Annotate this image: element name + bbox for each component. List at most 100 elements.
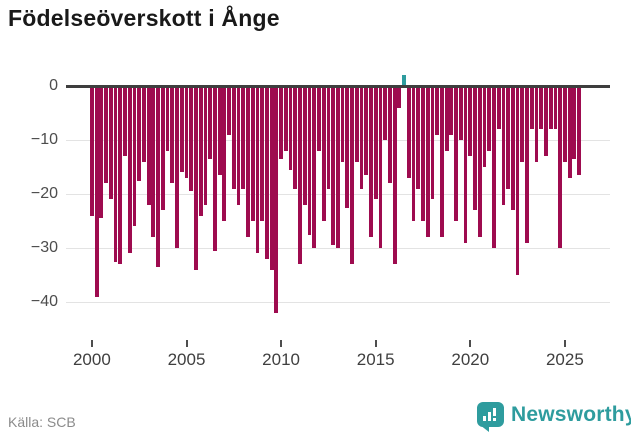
bar-negative [127, 86, 132, 254]
bar-negative [288, 86, 293, 170]
y-axis-tick-label: −40 [30, 293, 58, 310]
bar-negative [435, 86, 440, 135]
x-axis-tick [90, 340, 93, 347]
x-axis-tick [280, 340, 283, 347]
bar-negative [227, 86, 231, 135]
bar-negative [160, 86, 165, 211]
bar-negative [397, 86, 402, 108]
bar-negative [387, 86, 392, 184]
newsworthy-wordmark: Newsworthy [511, 402, 631, 426]
bar-negative [312, 86, 317, 248]
bar-negative [577, 86, 581, 176]
zero-baseline [66, 84, 610, 88]
x-axis-tick-label: 2025 [545, 350, 584, 369]
bar-negative [113, 86, 118, 262]
bar-negative [198, 86, 203, 216]
y-axis-tick-label: −20 [30, 185, 58, 202]
bar-negative [567, 86, 572, 178]
bar-negative [137, 86, 142, 181]
bar-negative [477, 86, 482, 238]
bar-negative [416, 86, 421, 189]
bar-negative [260, 86, 265, 221]
y-gridline [66, 248, 610, 249]
y-axis-tick-label: −10 [30, 131, 58, 148]
bar-negative [298, 86, 302, 265]
bar-negative [246, 86, 250, 238]
bar-negative [184, 86, 189, 178]
bar-negative [170, 86, 175, 184]
x-axis-tick [469, 340, 472, 347]
chart-title: Födelseöverskott i Ånge [8, 5, 280, 31]
bar-negative [430, 86, 435, 200]
bubble-tail [480, 425, 489, 432]
bar-negative [487, 86, 492, 151]
bar-negative [534, 86, 539, 162]
bar-negative [283, 86, 288, 151]
bar-negative [558, 86, 563, 248]
bar-negative [132, 86, 137, 227]
bar-negative [274, 86, 279, 313]
newsworthy-logo[interactable]: Newsworthy [477, 402, 631, 432]
bar-negative [269, 86, 274, 270]
bar-negative [539, 86, 544, 130]
bar-negative [378, 86, 383, 248]
bar-negative [463, 86, 468, 243]
bar-negative [340, 86, 345, 162]
bar-negative [544, 86, 548, 157]
bar-negative [421, 86, 425, 221]
x-axis-tick [185, 340, 188, 347]
bar-negative [572, 86, 577, 159]
bar-positive [402, 75, 406, 86]
bar-negative [293, 86, 298, 189]
bar-negative [99, 86, 104, 219]
bar-negative [265, 86, 269, 259]
bar-negative [369, 86, 373, 238]
bar-negative [525, 86, 529, 243]
mini-exclamation-bar-icon [493, 408, 496, 416]
newsworthy-bubble-chart-icon [477, 402, 504, 432]
bar-negative [482, 86, 487, 167]
bar-negative [241, 86, 246, 189]
bar-negative [203, 86, 208, 205]
bar-negative [194, 86, 198, 270]
y-axis-tick-label: 0 [49, 77, 58, 94]
bar-negative [373, 86, 378, 200]
bar-negative [449, 86, 454, 135]
bar-negative [350, 86, 354, 265]
x-axis-tick [563, 340, 566, 347]
bar-negative [553, 86, 558, 130]
x-axis-tick-label: 2005 [167, 350, 206, 369]
bar-negative [548, 86, 553, 130]
mini-exclamation-dot-icon [493, 418, 496, 421]
bar-negative [236, 86, 241, 205]
bar-negative [179, 86, 184, 173]
bar-negative [321, 86, 326, 221]
bar-negative [104, 86, 108, 184]
bar-negative [189, 86, 194, 192]
bar-negative [520, 86, 525, 162]
bar-negative [406, 86, 411, 178]
bar-negative [208, 86, 213, 159]
bar-negative [454, 86, 458, 221]
bar-negative [501, 86, 506, 205]
source-caption: Källa: SCB [8, 414, 76, 430]
bar-negative [222, 86, 227, 221]
bar-negative [142, 86, 146, 162]
bar-negative [165, 86, 170, 151]
bar-negative [317, 86, 321, 151]
bar-negative [123, 86, 127, 157]
bar-negative [279, 86, 283, 159]
bar-negative [440, 86, 444, 238]
bar-negative [217, 86, 222, 176]
bar-negative [151, 86, 156, 238]
mini-bar-icon [488, 412, 491, 421]
bar-negative [156, 86, 161, 267]
bar-negative [364, 86, 369, 176]
bar-negative [359, 86, 364, 189]
y-gridline [66, 302, 610, 303]
x-axis-tick-label: 2010 [262, 350, 300, 369]
bar-negative [345, 86, 350, 208]
bar-negative [473, 86, 477, 211]
bar-negative [146, 86, 151, 205]
